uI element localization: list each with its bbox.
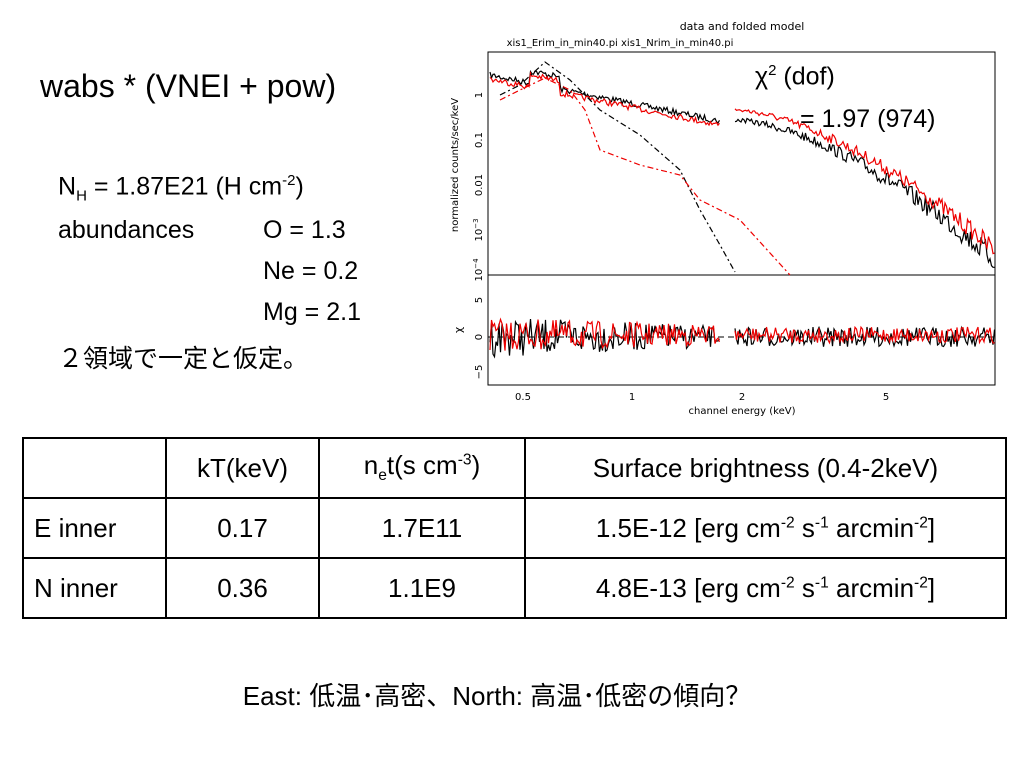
- t: ]: [927, 512, 936, 543]
- y-tick: 1: [474, 92, 485, 98]
- t: -2: [914, 513, 928, 531]
- y-tick: 5: [474, 297, 485, 303]
- y-tick: 10−3: [472, 218, 485, 241]
- cell: 0.36: [165, 557, 320, 619]
- spectrum-line: [489, 69, 721, 124]
- t: -2: [780, 513, 795, 531]
- t: s: [794, 572, 815, 603]
- spectrum-line: [734, 325, 995, 345]
- cell: 4.8E-13 [erg cm-2 s-1 arcmin-2]: [524, 557, 1007, 619]
- results-table: kT(keV) net(s cm-3) Surface brightness (…: [22, 437, 1007, 619]
- t: arcmin: [828, 512, 915, 543]
- o: O = 1.3: [263, 216, 346, 244]
- fig-files: xis1_Erim_in_min40.pi xis1_Nrim_in_min40…: [507, 38, 734, 49]
- t: -1: [814, 573, 829, 591]
- t: = 1.87E21 (H cm: [86, 172, 283, 201]
- y-tick: 0.1: [474, 132, 485, 148]
- t: s: [794, 512, 815, 543]
- t: 1.5E-12 [erg cm: [595, 512, 781, 543]
- y-label: normalized counts/sec/keV: [450, 98, 461, 232]
- t: -2: [780, 573, 795, 591]
- x-tick: 2: [739, 392, 745, 403]
- cell: 1.7E11: [318, 497, 526, 559]
- t: 10: [474, 229, 485, 242]
- cell: 1.1E9: [318, 557, 526, 619]
- spectrum-line: [734, 117, 995, 268]
- note: ２領域で一定と仮定。: [58, 345, 309, 373]
- footer: East: 低温･高密、North: 高温･低密の傾向？: [242, 681, 752, 711]
- cell: Surface brightness (0.4-2keV): [524, 437, 1007, 499]
- t: 4.8E-13 [erg cm: [595, 572, 781, 603]
- t: -3: [457, 451, 472, 469]
- nh: NH = 1.87E21 (H cm-2): [58, 172, 304, 204]
- cell: kT(keV): [165, 437, 320, 499]
- t: 10: [474, 269, 485, 282]
- ne: Ne = 0.2: [263, 257, 359, 285]
- dof: (dof): [776, 62, 835, 91]
- spectrum-line: [499, 77, 791, 276]
- header-row: kT(keV) net(s cm-3) Surface brightness (…: [22, 437, 1007, 499]
- chi-sup: 2: [768, 62, 777, 79]
- spectrum-decoration: [489, 61, 996, 359]
- t: H: [76, 187, 87, 205]
- spectrum-line: [734, 108, 995, 255]
- chi-value: = 1.97 (974): [800, 105, 936, 133]
- t: −3: [472, 218, 480, 228]
- x-tick: 5: [883, 392, 889, 403]
- resid-label: χ: [452, 326, 465, 333]
- t: N: [58, 172, 77, 201]
- cell: N inner: [22, 557, 167, 619]
- mg: Mg = 2.1: [263, 298, 361, 326]
- y-tick: 10−4: [472, 258, 485, 282]
- fig-title: data and folded model: [680, 20, 805, 33]
- spectrum-line: [499, 61, 736, 273]
- t: ]: [927, 572, 936, 603]
- spectrum-line: [489, 317, 721, 351]
- y-tick: 0.01: [474, 174, 485, 196]
- abundances: abundances: [58, 216, 195, 244]
- x-tick: 1: [629, 392, 635, 403]
- t: t(s cm: [386, 450, 458, 481]
- t: ): [471, 450, 481, 481]
- row: E inner 0.17 1.7E11 1.5E-12 [erg cm-2 s-…: [22, 497, 1007, 559]
- t: -2: [282, 172, 296, 189]
- t: −4: [472, 258, 480, 269]
- t: n: [363, 450, 379, 481]
- t: -2: [914, 573, 928, 591]
- row: N inner 0.36 1.1E9 4.8E-13 [erg cm-2 s-1…: [22, 557, 1007, 619]
- spectrum-figure: data and folded model xis1_Erim_in_min40…: [450, 20, 996, 417]
- y-tick: −5: [474, 365, 485, 380]
- t: e: [378, 467, 387, 485]
- x-tick: 0.5: [515, 392, 531, 403]
- y-tick: 0: [474, 334, 485, 340]
- t: -1: [814, 513, 829, 531]
- cell: [22, 437, 167, 499]
- x-label: channel energy (keV): [688, 406, 795, 417]
- cell: net(s cm-3): [318, 437, 526, 499]
- cell: 1.5E-12 [erg cm-2 s-1 arcmin-2]: [524, 497, 1007, 559]
- cell: E inner: [22, 497, 167, 559]
- cell: 0.17: [165, 497, 320, 559]
- title: wabs * (VNEI + pow): [40, 68, 337, 104]
- t: ): [295, 172, 304, 201]
- t: arcmin: [828, 572, 915, 603]
- upper-frame: [487, 51, 996, 276]
- chi-label: χ2 (dof): [755, 62, 835, 91]
- chi: χ: [755, 62, 769, 91]
